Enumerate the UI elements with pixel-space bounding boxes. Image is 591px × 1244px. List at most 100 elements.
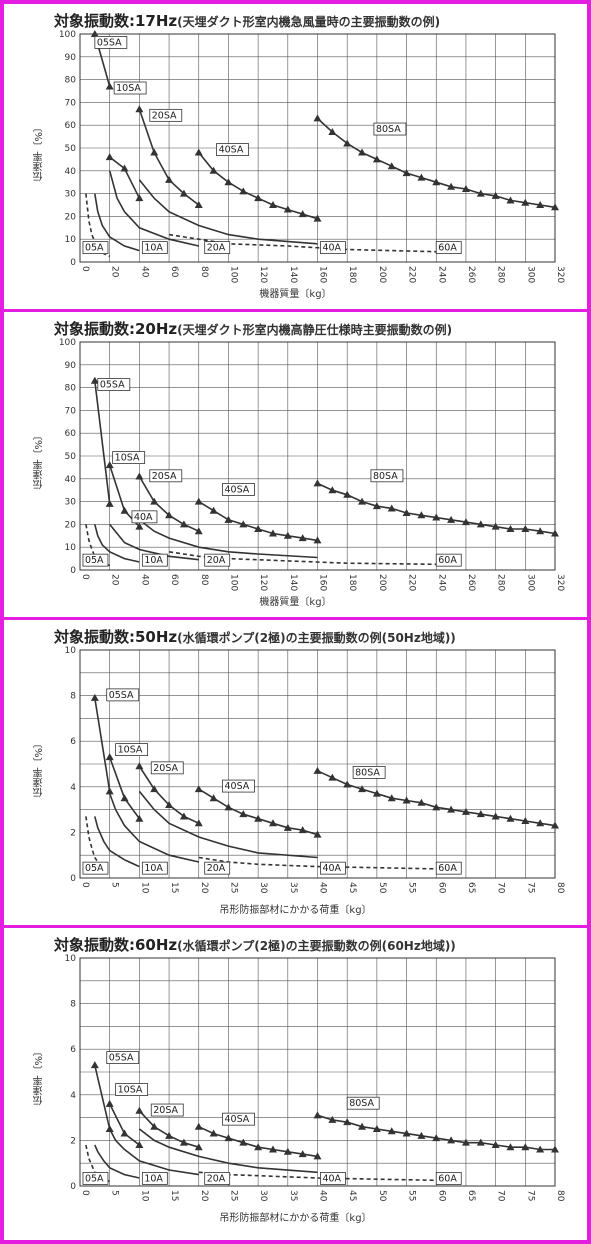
series-line-40a bbox=[138, 790, 318, 859]
series-marker-80sa bbox=[417, 511, 426, 519]
series-label-40a: 40A bbox=[322, 863, 341, 874]
chart-title: 対象振動数:60Hz(水循環ポンプ(2極)の主要振動数の例(60Hz地域)) bbox=[54, 936, 456, 954]
chart-subtitle: (天埋ダクト形室内機高静圧仕様時主要振動数の例) bbox=[177, 323, 453, 337]
series-label-20sa: 20SA bbox=[152, 471, 177, 482]
series-marker-05sa bbox=[90, 376, 99, 384]
series-marker-40sa bbox=[313, 536, 322, 544]
series-marker-40sa bbox=[298, 1150, 307, 1158]
series-marker-80sa bbox=[476, 189, 485, 197]
x-tick-label: 80 bbox=[555, 1190, 565, 1202]
x-tick-label: 100 bbox=[228, 266, 238, 283]
x-tick-label: 100 bbox=[228, 574, 238, 591]
series-marker-40sa bbox=[239, 187, 248, 195]
chart-plot-20hz: 0 20 40 60 80 100 120 140 160 180 200 220 240 260 280 3… bbox=[59, 338, 565, 591]
chart-title: 対象振動数:20Hz(天埋ダクト形室内機高静圧仕様時主要振動数の例) bbox=[54, 320, 453, 338]
series-marker-20sa bbox=[194, 1143, 203, 1151]
series-marker-80sa bbox=[343, 490, 352, 498]
series-label-box bbox=[216, 143, 249, 156]
series-label-40a: 40A bbox=[134, 512, 153, 523]
series-marker-80sa bbox=[432, 178, 441, 186]
series-marker-80sa bbox=[506, 814, 515, 822]
series-marker-80sa bbox=[551, 821, 559, 829]
series-label-box bbox=[204, 241, 231, 255]
series-label-box bbox=[112, 451, 146, 464]
x-tick-label: 320 bbox=[555, 574, 565, 591]
series-label-box bbox=[222, 1112, 255, 1126]
series-marker-40sa bbox=[224, 803, 233, 811]
x-tick-label: 200 bbox=[377, 574, 387, 591]
series-label-80sa: 80SA bbox=[349, 1098, 374, 1109]
series-line-20a bbox=[108, 793, 199, 863]
series-marker-80sa bbox=[358, 148, 367, 156]
series-marker-40sa bbox=[224, 178, 233, 186]
series-marker-20sa bbox=[150, 497, 159, 505]
series-label-box bbox=[435, 861, 462, 875]
series-marker-40sa bbox=[283, 531, 292, 539]
series-marker-20sa bbox=[179, 812, 188, 820]
series-marker-10sa bbox=[120, 506, 129, 514]
x-tick-label: 65 bbox=[466, 882, 476, 893]
series-marker-10sa bbox=[120, 794, 129, 802]
series-marker-05sa bbox=[105, 499, 114, 507]
series-label-40a: 40A bbox=[322, 243, 341, 254]
series-marker-80sa bbox=[343, 780, 352, 788]
series-label-box bbox=[204, 553, 231, 567]
y-tick-label: 0 bbox=[70, 1182, 76, 1192]
series-marker-40sa bbox=[283, 205, 292, 213]
series-line-20a bbox=[108, 170, 199, 247]
series-marker-80sa bbox=[551, 529, 559, 537]
series-marker-10sa bbox=[105, 461, 114, 469]
x-tick-label: 220 bbox=[407, 574, 417, 591]
series-marker-80sa bbox=[387, 794, 396, 802]
y-tick-label: 0 bbox=[70, 874, 76, 884]
series-marker-80sa bbox=[447, 182, 456, 190]
x-tick-label: 5 bbox=[110, 882, 120, 888]
chart-panel-20hz: 対象振動数:20Hz(天埋ダクト形室内機高静圧仕様時主要振動数の例) 0 20 40… bbox=[4, 309, 587, 617]
series-label-10a: 10A bbox=[144, 555, 163, 566]
x-tick-label: 10 bbox=[139, 882, 149, 894]
series-marker-80sa bbox=[313, 766, 322, 774]
y-tick-label: 100 bbox=[59, 30, 76, 40]
x-tick-label: 75 bbox=[525, 1190, 535, 1201]
series-marker-20sa bbox=[135, 105, 144, 113]
series-marker-80sa bbox=[476, 810, 485, 818]
y-tick-label: 20 bbox=[65, 520, 77, 530]
series-marker-20sa bbox=[165, 175, 174, 183]
x-tick-label: 30 bbox=[258, 882, 268, 894]
y-tick-label: 80 bbox=[65, 384, 77, 394]
x-tick-label: 25 bbox=[228, 882, 238, 893]
x-tick-label: 200 bbox=[377, 266, 387, 283]
series-marker-80sa bbox=[328, 128, 337, 136]
y-tick-label: 50 bbox=[65, 144, 77, 154]
y-tick-label: 30 bbox=[65, 498, 77, 508]
y-axis-label: 伝達率〔%〕 bbox=[34, 738, 45, 798]
y-tick-label: 100 bbox=[59, 338, 76, 348]
series-marker-80sa bbox=[328, 486, 337, 494]
series-marker-80sa bbox=[521, 524, 530, 532]
y-tick-label: 4 bbox=[70, 1091, 76, 1101]
series-marker-40sa bbox=[268, 529, 277, 537]
series-marker-40sa bbox=[268, 201, 277, 208]
series-marker-80sa bbox=[372, 789, 381, 797]
series-label-box bbox=[131, 510, 158, 524]
series-label-box bbox=[106, 1051, 140, 1064]
x-tick-label: 60 bbox=[436, 1190, 446, 1202]
series-marker-20sa bbox=[179, 1138, 188, 1146]
y-tick-label: 8 bbox=[70, 692, 76, 702]
y-tick-label: 90 bbox=[65, 53, 77, 63]
x-tick-label: 160 bbox=[318, 266, 328, 283]
x-tick-label: 120 bbox=[258, 574, 268, 591]
series-label-box bbox=[82, 553, 109, 567]
series-marker-80sa bbox=[387, 162, 396, 170]
series-label-box bbox=[115, 1083, 149, 1096]
y-axis-label: 伝達率〔%〕 bbox=[34, 430, 45, 490]
x-tick-label: 50 bbox=[377, 1190, 387, 1202]
y-tick-label: 70 bbox=[65, 98, 77, 108]
x-tick-label: 140 bbox=[288, 574, 298, 591]
series-marker-10sa bbox=[135, 194, 144, 202]
series-marker-80sa bbox=[358, 1122, 367, 1130]
x-axis-label: 機器質量〔kg〕 bbox=[259, 597, 332, 608]
series-marker-05sa bbox=[105, 1125, 114, 1132]
x-tick-label: 75 bbox=[525, 882, 535, 893]
series-marker-40sa bbox=[254, 194, 263, 202]
